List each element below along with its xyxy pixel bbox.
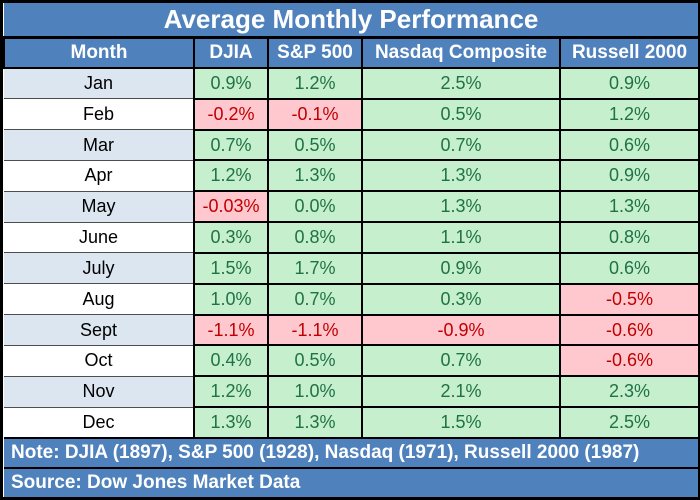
value-cell: -0.1%: [267, 97, 363, 131]
table-row: Aug 1.0% 0.7% 0.3% -0.5%: [4, 282, 699, 316]
value-cell: 1.3%: [193, 406, 269, 439]
month-cell: Mar: [4, 129, 195, 161]
value-cell: -0.03%: [193, 190, 269, 224]
value-cell: 0.7%: [361, 128, 561, 162]
month-cell: Nov: [4, 375, 195, 408]
table-row: Dec 1.3% 1.3% 1.5% 2.5%: [4, 406, 699, 439]
value-cell: 0.9%: [193, 67, 269, 100]
month-cell: July: [4, 252, 195, 285]
value-cell: 0.3%: [361, 282, 561, 316]
table-row: Nov 1.2% 1.0% 2.1% 2.3%: [4, 375, 699, 409]
value-cell: 0.5%: [361, 97, 561, 131]
column-header-nasdaq: Nasdaq Composite: [361, 37, 561, 69]
value-cell: 0.9%: [558, 159, 699, 193]
table-row: Mar 0.7% 0.5% 0.7% 0.6%: [4, 128, 699, 162]
value-cell: 1.5%: [361, 406, 561, 439]
month-cell: Aug: [4, 283, 195, 316]
column-header-row: Month DJIA S&P 500 Nasdaq Composite Russ…: [3, 37, 699, 69]
source-row: Source: Dow Jones Market Data: [4, 467, 699, 497]
column-header-sp500: S&P 500: [267, 37, 363, 69]
note-row: Note: DJIA (1897), S&P 500 (1928), Nasda…: [4, 437, 699, 468]
value-cell: -1.1%: [193, 313, 269, 347]
column-header-russell: Russell 2000: [558, 37, 699, 69]
value-cell: 0.9%: [558, 67, 699, 100]
table-row: July 1.5% 1.7% 0.9% 0.6%: [4, 251, 699, 285]
value-cell: 1.7%: [267, 251, 363, 285]
value-cell: 0.7%: [193, 128, 269, 162]
value-cell: 1.2%: [558, 97, 699, 131]
table-row: May -0.03% 0.0% 1.3% 1.3%: [4, 190, 699, 224]
value-cell: 0.3%: [193, 221, 269, 254]
value-cell: 0.4%: [193, 344, 269, 378]
value-cell: 0.5%: [267, 128, 363, 162]
source-text: Source: Dow Jones Market Data: [4, 467, 699, 497]
value-cell: 1.0%: [267, 375, 363, 409]
value-cell: 0.7%: [361, 344, 561, 378]
table-row: Feb -0.2% -0.1% 0.5% 1.2%: [4, 97, 699, 131]
table-row: Oct 0.4% 0.5% 0.7% -0.6%: [4, 344, 699, 378]
table-row: Jan 0.9% 1.2% 2.5% 0.9%: [4, 67, 699, 100]
value-cell: 1.3%: [558, 190, 699, 224]
value-cell: -0.6%: [558, 344, 699, 378]
value-cell: -0.5%: [558, 282, 699, 316]
month-cell: Oct: [4, 344, 195, 377]
table-row: Sept -1.1% -1.1% -0.9% -0.6%: [4, 313, 699, 347]
month-cell: Apr: [4, 159, 195, 192]
value-cell: 1.3%: [267, 159, 363, 193]
value-cell: 1.2%: [193, 375, 269, 409]
value-cell: 1.2%: [267, 67, 363, 100]
value-cell: 1.5%: [193, 251, 269, 285]
month-cell: Jan: [4, 67, 195, 100]
table-row: June 0.3% 0.8% 1.1% 0.8%: [4, 221, 699, 254]
value-cell: -0.9%: [361, 313, 561, 347]
value-cell: 1.1%: [361, 221, 561, 254]
monthly-performance-grid: Average Monthly Performance Month DJIA S…: [3, 3, 699, 497]
value-cell: -1.1%: [267, 313, 363, 347]
value-cell: 0.8%: [267, 221, 363, 254]
value-cell: 2.3%: [558, 375, 699, 409]
value-cell: 2.5%: [558, 406, 699, 439]
month-cell: Dec: [4, 406, 195, 439]
value-cell: 0.9%: [361, 251, 561, 285]
value-cell: 0.6%: [558, 251, 699, 285]
value-cell: 0.5%: [267, 344, 363, 378]
value-cell: 1.2%: [193, 159, 269, 193]
value-cell: -0.2%: [193, 97, 269, 131]
page-title: Average Monthly Performance: [4, 3, 699, 39]
value-cell: -0.6%: [558, 313, 699, 347]
column-header-djia: DJIA: [193, 37, 269, 69]
value-cell: 1.3%: [361, 190, 561, 224]
month-cell: June: [4, 221, 195, 254]
table-body: Jan 0.9% 1.2% 2.5% 0.9% Feb -0.2% -0.1% 0.5% 1.2%…: [4, 67, 699, 439]
month-cell: Feb: [4, 98, 195, 131]
value-cell: 2.5%: [361, 67, 561, 100]
value-cell: 0.7%: [267, 282, 363, 316]
value-cell: 0.8%: [558, 221, 699, 254]
month-cell: May: [4, 190, 195, 223]
table-row: Apr 1.2% 1.3% 1.3% 0.9%: [4, 159, 699, 193]
value-cell: 1.3%: [361, 159, 561, 193]
value-cell: 1.3%: [267, 406, 363, 439]
value-cell: 0.6%: [558, 128, 699, 162]
month-cell: Sept: [4, 314, 195, 346]
column-header-month: Month: [3, 37, 195, 69]
value-cell: 0.0%: [267, 190, 363, 224]
value-cell: 1.0%: [193, 282, 269, 316]
title-row: Average Monthly Performance: [4, 3, 699, 39]
value-cell: 2.1%: [361, 375, 561, 409]
note-text: Note: DJIA (1897), S&P 500 (1928), Nasda…: [4, 437, 699, 468]
